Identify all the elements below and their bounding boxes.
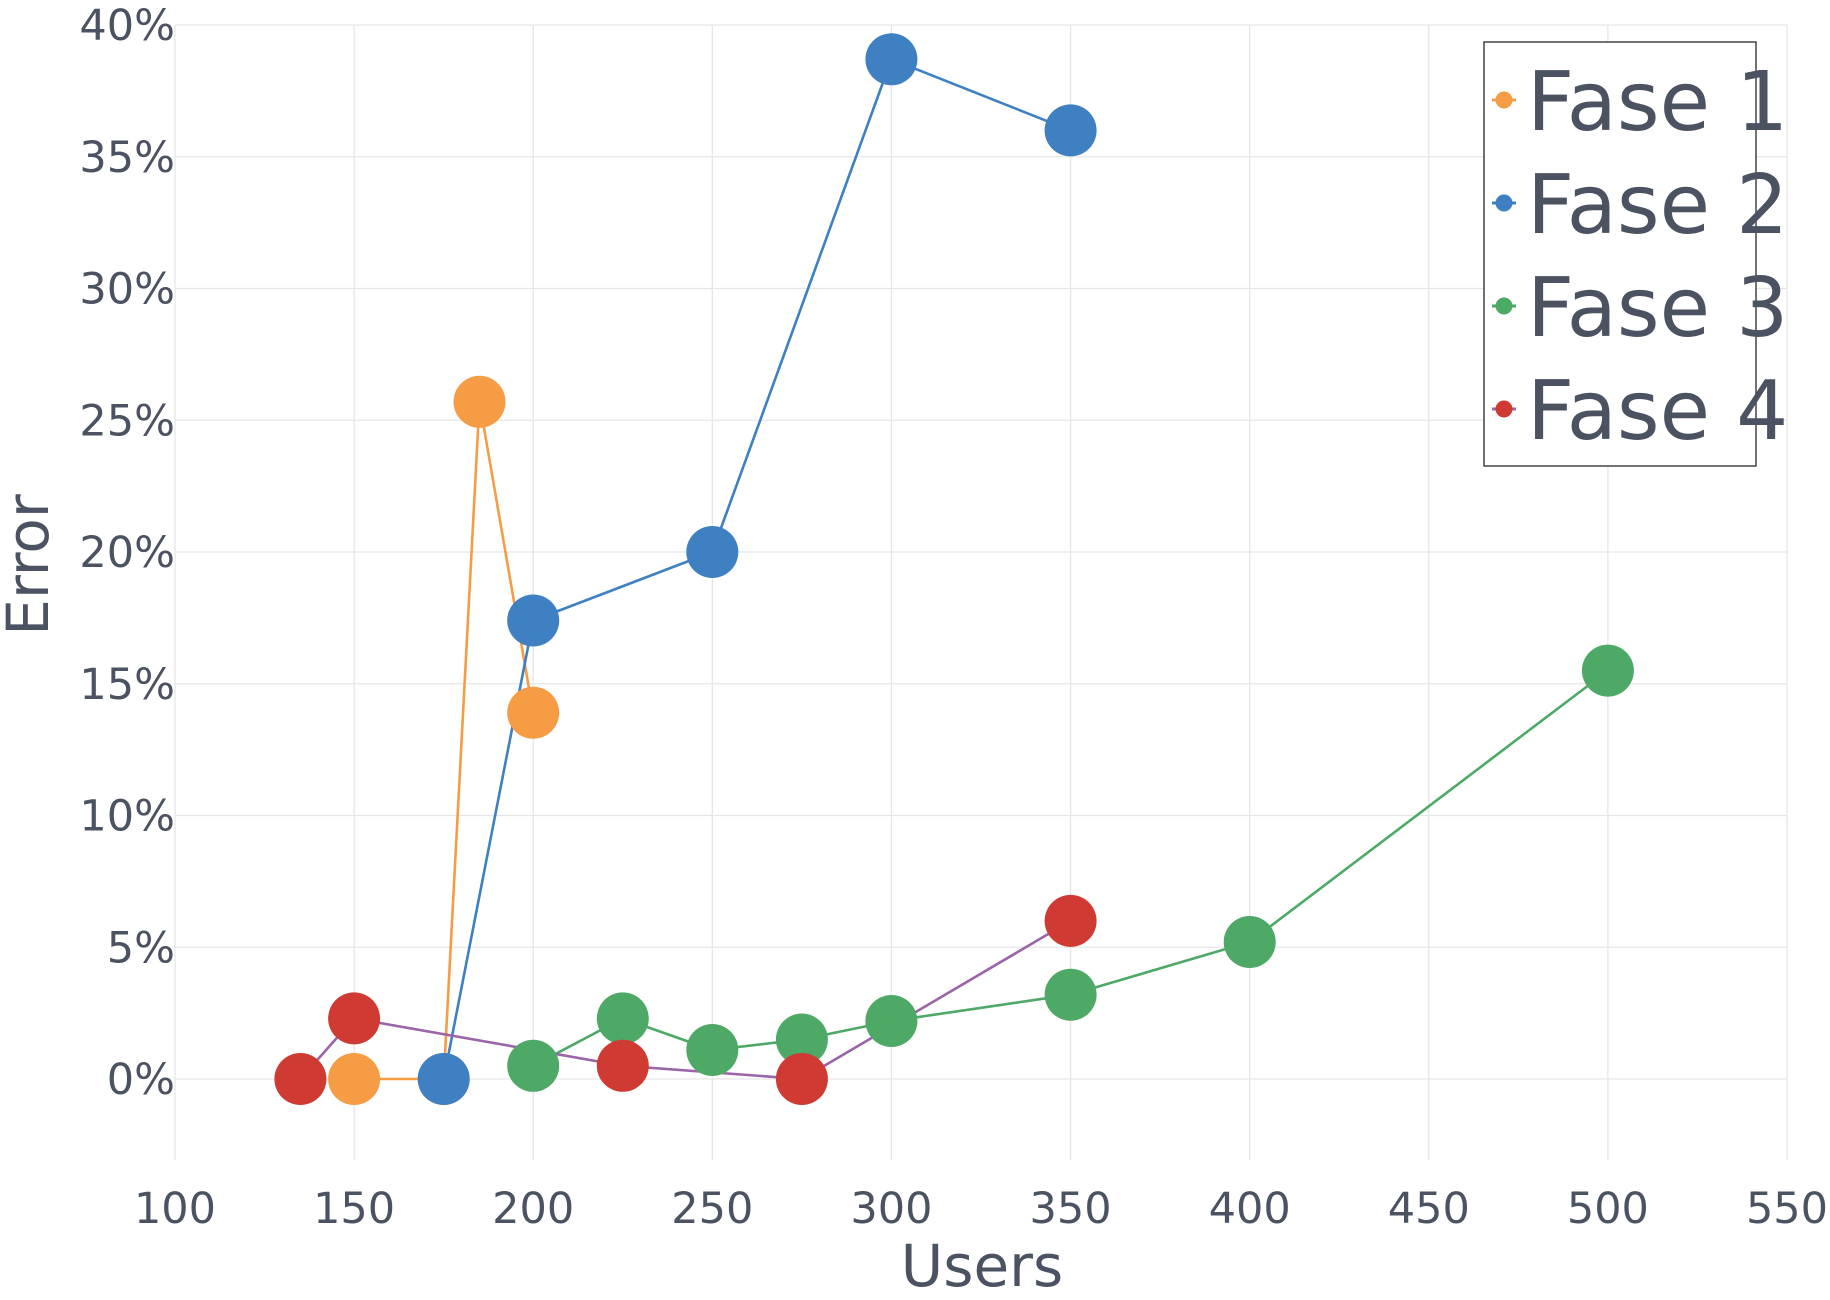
data-point-series-1[interactable] [507,686,560,739]
legend-item-3[interactable]: Fase 3 [1492,261,1788,356]
series-line-2 [442,57,1072,1080]
x-tick-label: 200 [492,1184,574,1234]
x-tick-label: 150 [313,1184,395,1234]
data-point-series-3[interactable] [596,992,649,1045]
legend-label: Fase 3 [1527,261,1788,356]
legend-item-1[interactable]: Fase 1 [1492,55,1788,150]
data-point-series-3[interactable] [865,995,918,1047]
legend-box [1483,41,1757,467]
data-point-series-2[interactable] [1044,104,1097,157]
data-point-series-4[interactable] [775,1053,828,1105]
series-plot [274,33,1634,1105]
legend-item-2[interactable]: Fase 2 [1492,158,1788,253]
y-tick-label: 15% [79,660,175,710]
data-point-series-4[interactable] [328,992,381,1045]
y-tick-label: 25% [79,396,175,446]
y-axis-title: Error [0,494,62,636]
x-tick-label: 500 [1567,1184,1649,1234]
x-tick-label: 550 [1746,1184,1828,1234]
data-point-series-3[interactable] [686,1024,739,1076]
y-axis-ticks: 0% 5% 10% 15% 20% 25% 30% 35% 40% [79,1,175,1105]
data-point-series-1[interactable] [453,375,506,428]
data-point-series-2[interactable] [686,526,739,578]
legend-label: Fase 4 [1527,364,1788,459]
legend-item-4[interactable]: Fase 4 [1492,364,1788,459]
series-lines [299,57,1609,1081]
x-tick-label: 350 [1030,1184,1112,1234]
data-point-series-3[interactable] [1223,916,1276,968]
legend-marker-swatch [1495,91,1513,109]
y-tick-label: 40% [79,1,175,51]
series-line-1 [354,401,535,1081]
legend-marker-swatch [1495,400,1513,418]
data-point-series-4[interactable] [274,1053,327,1105]
data-point-series-1[interactable] [328,1053,381,1105]
data-point-series-3[interactable] [507,1039,560,1092]
data-point-series-3[interactable] [1581,644,1634,697]
legend-label: Fase 1 [1527,55,1788,150]
data-point-series-2[interactable] [417,1053,470,1105]
data-point-series-2[interactable] [507,594,560,647]
x-tick-label: 400 [1209,1184,1291,1234]
y-tick-label: 35% [79,133,175,183]
data-point-series-3[interactable] [775,1013,828,1066]
y-tick-label: 10% [79,792,175,842]
legend-marker-swatch [1495,194,1513,212]
x-axis-ticks: 100 150 200 250 300 350 400 450 500 550 [134,1184,1828,1234]
x-tick-label: 450 [1388,1184,1470,1234]
y-tick-label: 0% [107,1055,175,1105]
x-tick-label: 100 [134,1184,216,1234]
data-point-series-4[interactable] [1044,894,1097,947]
data-point-series-3[interactable] [1044,968,1097,1021]
x-tick-label: 250 [671,1184,753,1234]
y-tick-label: 30% [79,265,175,315]
y-tick-label: 20% [79,528,175,578]
legend-marker-swatch [1495,297,1513,315]
series-line-4 [299,919,1072,1081]
data-point-series-2[interactable] [865,33,918,86]
x-tick-label: 300 [850,1184,932,1234]
x-axis-title: Users [901,1232,1063,1296]
data-point-series-4[interactable] [596,1039,649,1092]
legend-label: Fase 2 [1527,158,1788,253]
y-tick-label: 5% [107,923,175,973]
series-markers [274,33,1634,1105]
